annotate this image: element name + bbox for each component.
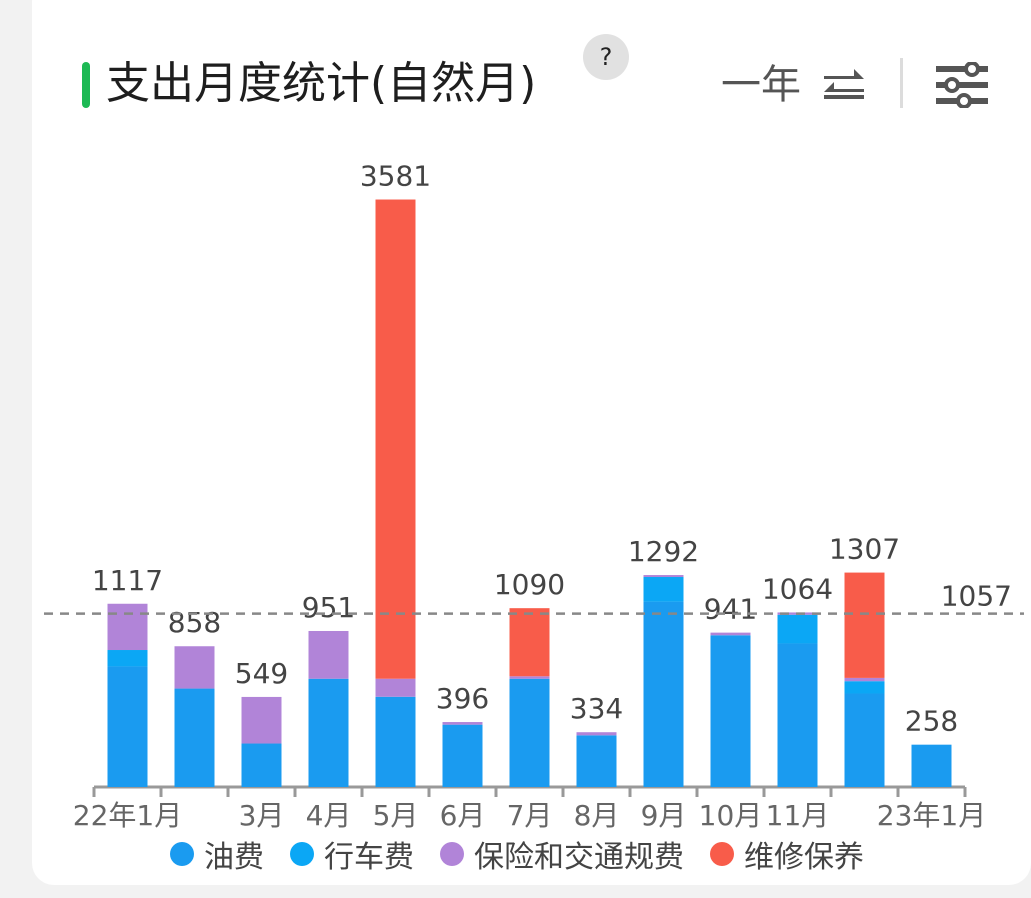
bar-segment (844, 677, 885, 682)
bar-segment (442, 724, 483, 787)
title-accent-bar (82, 62, 90, 108)
help-button[interactable]: ? (583, 34, 629, 80)
bar-value-label: 1117 (92, 564, 163, 597)
legend-dot-icon (170, 842, 194, 866)
bar-value-label: 951 (302, 591, 355, 624)
chart-legend: 油费 行车费 保险和交通规费 维修保养 (170, 832, 890, 876)
legend-item[interactable]: 油费 (170, 832, 264, 876)
bar-segment (643, 577, 684, 602)
legend-dot-icon (440, 842, 464, 866)
bar-segment (308, 630, 349, 679)
bar-segment (643, 575, 684, 578)
bar-value-label: 941 (704, 593, 757, 626)
legend-label: 维修保养 (744, 840, 864, 875)
header-divider (900, 58, 903, 108)
legend-item[interactable]: 行车费 (290, 832, 414, 876)
bar-value-label: 1307 (829, 533, 900, 566)
bar-segment (576, 732, 617, 736)
bar-segment (576, 735, 617, 787)
bar-segment (844, 681, 885, 694)
legend-label: 行车费 (324, 840, 414, 875)
average-label: 1057 (941, 580, 1012, 613)
bar-segment (509, 608, 550, 677)
bar-segment (442, 722, 483, 725)
bar-value-label: 549 (235, 657, 288, 690)
legend-dot-icon (710, 842, 734, 866)
legend-item[interactable]: 维修保养 (710, 832, 864, 876)
bar-value-label: 3581 (360, 160, 431, 193)
x-tick-label: 11月 (766, 799, 830, 832)
legend-dot-icon (290, 842, 314, 866)
bar-segment (174, 688, 215, 787)
bar-value-label: 258 (905, 705, 958, 738)
bar-segment (844, 572, 885, 678)
bar-segment (710, 632, 751, 636)
x-tick-label: 3月 (239, 799, 285, 832)
bar-segment (509, 678, 550, 787)
bar-segment (777, 643, 818, 787)
x-tick-label: 7月 (507, 799, 553, 832)
filter-sliders-icon[interactable] (934, 62, 990, 108)
bar-segment (241, 743, 282, 787)
bar-segment (375, 678, 416, 697)
bar-segment (308, 678, 349, 787)
legend-label: 保险和交通规费 (474, 840, 684, 875)
bar-segment (107, 650, 148, 667)
bar-value-label: 1064 (762, 572, 833, 605)
x-tick-label: 10月 (699, 799, 763, 832)
page-title: 支出月度统计(自然月) (106, 58, 537, 109)
bar-segment (844, 693, 885, 787)
bar-value-label: 334 (570, 692, 623, 725)
bar-value-label: 1292 (628, 535, 699, 568)
bar-segment (911, 744, 952, 787)
x-tick-label: 6月 (440, 799, 486, 832)
x-tick-label: 5月 (373, 799, 419, 832)
x-tick-label: 22年1月 (73, 799, 182, 832)
legend-label: 油费 (204, 840, 264, 875)
bar-segment (375, 199, 416, 679)
period-selector[interactable]: 一年 (721, 62, 801, 108)
bar-segment (107, 603, 148, 651)
legend-item[interactable]: 保险和交通规费 (440, 832, 684, 876)
bar-segment (710, 635, 751, 787)
x-tick-label: 9月 (641, 799, 687, 832)
bar-segment (174, 646, 215, 689)
bar-segment (777, 614, 818, 644)
x-tick-label: 4月 (306, 799, 352, 832)
bar-segment (509, 676, 550, 679)
bar-value-label: 396 (436, 682, 489, 715)
bar-segment (107, 666, 148, 787)
swap-arrows-icon[interactable] (820, 60, 868, 108)
bar-segment (375, 696, 416, 787)
bar-value-label: 1090 (494, 568, 565, 601)
bar-value-label: 858 (168, 606, 221, 639)
x-tick-label: 23年1月 (877, 799, 986, 832)
bar-segment (241, 696, 282, 744)
x-tick-label: 8月 (574, 799, 620, 832)
bar-segment (643, 601, 684, 787)
